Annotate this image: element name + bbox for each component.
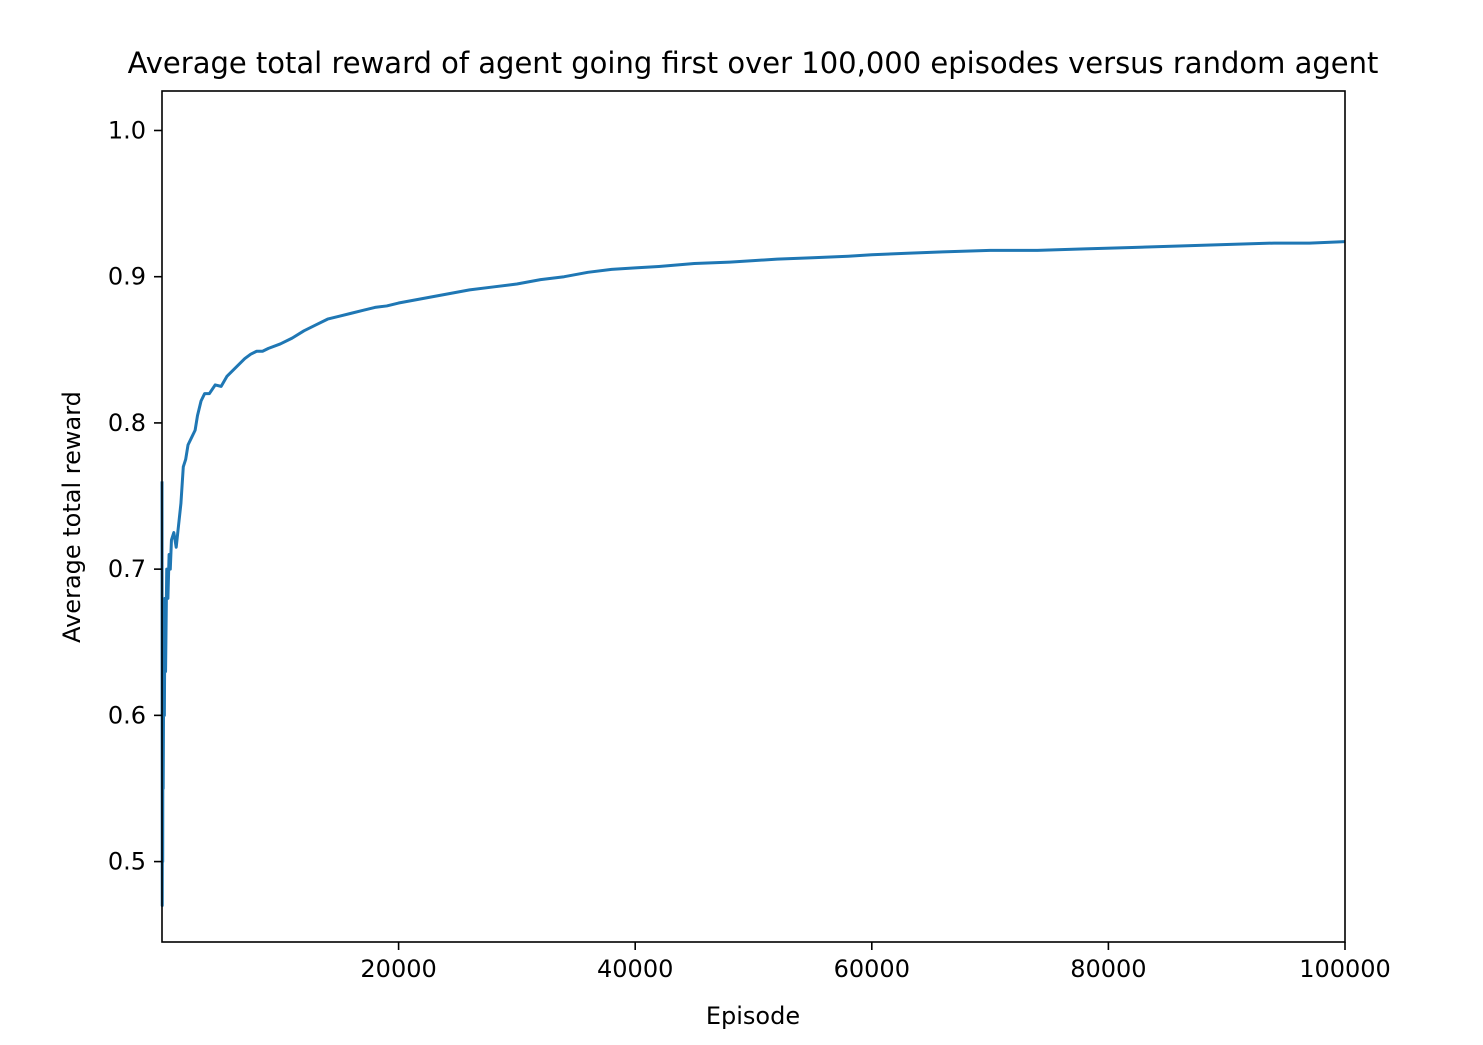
x-tick-label: 40000 <box>597 955 673 983</box>
series-line <box>160 240 1346 907</box>
x-axis: 20000 40000 60000 80000 100000 <box>360 942 1391 983</box>
x-tick-label: 100000 <box>1299 955 1391 983</box>
plot-area <box>160 240 1346 907</box>
x-tick-label: 60000 <box>834 955 910 983</box>
y-axis-label: Average total reward <box>58 391 86 643</box>
chart-title: Average total reward of agent going firs… <box>128 46 1379 80</box>
y-tick-label: 0.6 <box>108 701 146 729</box>
y-axis: 0.5 0.6 0.7 0.8 0.9 1.0 <box>108 116 162 876</box>
y-tick-label: 0.7 <box>108 555 146 583</box>
x-tick-label: 80000 <box>1070 955 1146 983</box>
y-tick-label: 0.9 <box>108 263 146 291</box>
x-tick-label: 20000 <box>360 955 436 983</box>
y-tick-label: 0.5 <box>108 848 146 876</box>
y-tick-label: 1.0 <box>108 116 146 144</box>
x-axis-label: Episode <box>706 1002 800 1030</box>
y-tick-label: 0.8 <box>108 409 146 437</box>
plot-frame <box>161 90 1346 943</box>
